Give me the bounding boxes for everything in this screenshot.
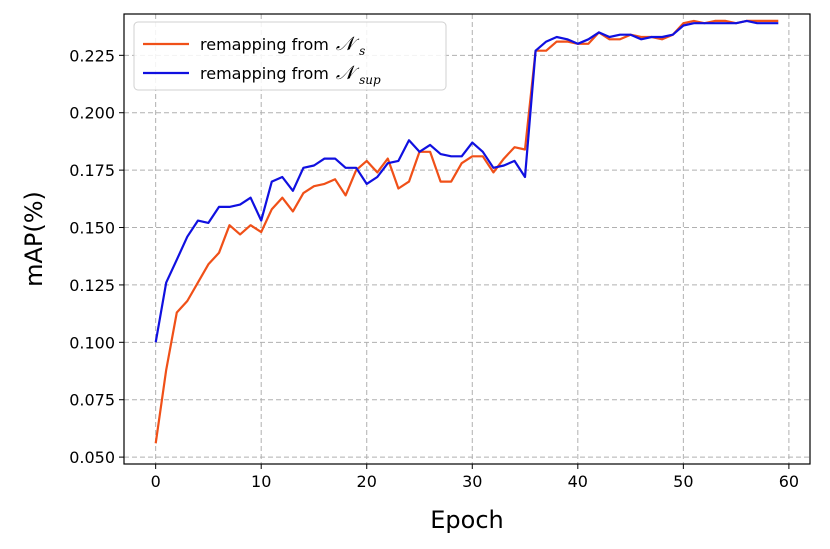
series-lines bbox=[154, 19, 779, 444]
y-tick-label: 0.125 bbox=[69, 276, 115, 295]
y-axis-ticks: 0.050 0.075 0.100 0.125 0.150 0.175 0.200 0.225 bbox=[69, 46, 124, 467]
y-tick-label: 0.050 bbox=[69, 448, 115, 467]
x-tick-label: 30 bbox=[462, 472, 482, 491]
x-tick-label: 20 bbox=[357, 472, 377, 491]
x-tick-label: 40 bbox=[568, 472, 588, 491]
y-tick-label: 0.100 bbox=[69, 333, 115, 352]
y-tick-label: 0.175 bbox=[69, 161, 115, 180]
y-tick-label: 0.075 bbox=[69, 391, 115, 410]
x-tick-label: 60 bbox=[779, 472, 799, 491]
legend-math-symbol: 𝒩 bbox=[336, 62, 360, 84]
x-tick-label: 50 bbox=[673, 472, 693, 491]
y-tick-label: 0.225 bbox=[69, 46, 115, 65]
x-axis-title: Epoch bbox=[430, 506, 504, 534]
grid bbox=[124, 14, 810, 464]
legend-math-subscript: s bbox=[359, 44, 365, 58]
legend-box bbox=[133, 21, 447, 91]
legend-math-symbol: 𝒩 bbox=[336, 33, 360, 55]
x-tick-label: 0 bbox=[151, 472, 161, 491]
y-axis-title: mAP(%) bbox=[20, 191, 48, 287]
x-tick-label: 10 bbox=[251, 472, 271, 491]
y-tick-label: 0.150 bbox=[69, 219, 115, 238]
y-tick-label: 0.200 bbox=[69, 104, 115, 123]
x-axis-ticks: 0 10 20 30 40 50 60 bbox=[151, 464, 799, 491]
plot-frame bbox=[123, 13, 811, 465]
legend-label-text: remapping from bbox=[200, 35, 334, 54]
legend-label-text: remapping from bbox=[200, 64, 334, 83]
series-line-sup bbox=[154, 19, 779, 343]
legend-math-subscript: sup bbox=[359, 73, 381, 87]
